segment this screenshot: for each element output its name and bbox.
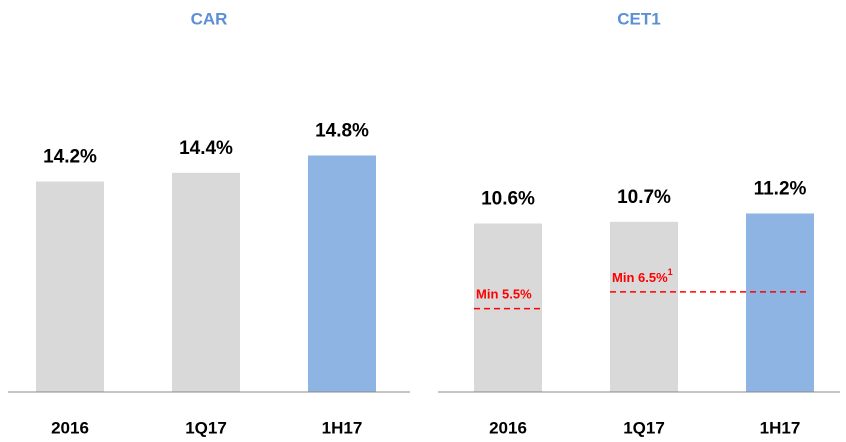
value-label: 14.2%	[43, 147, 97, 168]
bar	[746, 213, 814, 392]
value-label: 14.4%	[179, 138, 233, 159]
x-tick-label: 1H17	[322, 418, 363, 437]
x-tick-label: 1H17	[760, 418, 801, 437]
value-label: 10.6%	[481, 189, 535, 210]
threshold-label: Min 6.5%1	[612, 267, 673, 285]
chart-title: CAR	[191, 9, 228, 28]
x-tick-label: 1Q17	[185, 418, 227, 437]
value-label: 11.2%	[754, 179, 807, 200]
value-label: 14.8%	[315, 120, 369, 141]
threshold-label: Min 5.5%	[476, 287, 532, 302]
threshold-label-text: Min 6.5%	[612, 270, 668, 285]
bar	[610, 221, 678, 392]
x-tick-label: 2016	[51, 418, 89, 437]
bar	[308, 155, 376, 392]
bar	[474, 223, 542, 392]
x-tick-label: 1Q17	[623, 418, 665, 437]
footnote-mark: 1	[668, 267, 673, 277]
bar	[172, 172, 240, 392]
chart-title: CET1	[617, 9, 660, 28]
value-label: 10.7%	[617, 187, 671, 208]
threshold-label-text: Min 5.5%	[476, 287, 532, 302]
x-tick-label: 2016	[489, 418, 527, 437]
bar	[36, 181, 104, 392]
